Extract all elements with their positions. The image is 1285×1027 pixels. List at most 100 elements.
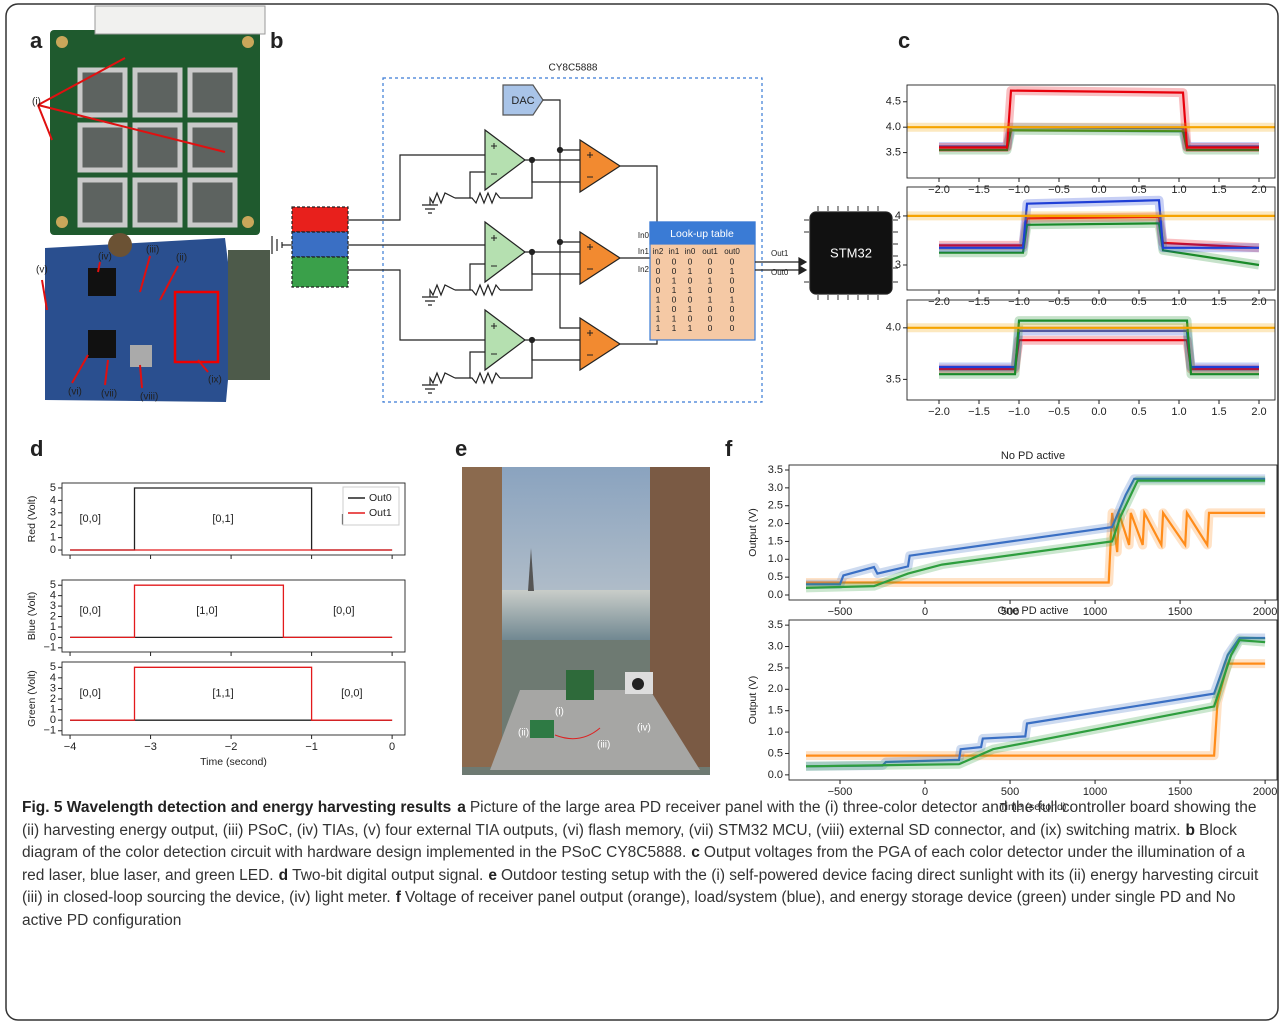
y-tick-label: 2 (50, 693, 56, 705)
y-tick-label: 0 (50, 631, 56, 643)
callout: (ix) (208, 375, 222, 386)
caption-label: e (488, 867, 497, 884)
lut-cell: 0 (730, 304, 735, 314)
lut-cell: 0 (708, 313, 713, 323)
lut-cell: 0 (656, 275, 661, 285)
chip-label: CY8C5888 (549, 63, 598, 74)
caption-label: d (279, 867, 288, 884)
lut-cell: 1 (688, 285, 693, 295)
chart: −1012345[0,0][1,0][0,0]Blue (Volt) (26, 579, 405, 656)
noise-band (806, 638, 1265, 766)
lut-cell: 0 (656, 266, 661, 276)
x-tick-label: −2.0 (928, 296, 950, 308)
callout: (v) (36, 265, 48, 276)
series-group (806, 638, 1265, 766)
lut-cell: 1 (672, 285, 677, 295)
y-tick-label: 3 (50, 682, 56, 694)
panel-label: e (455, 436, 467, 461)
annotation: [0,0] (79, 688, 100, 700)
lut-cell: 1 (730, 294, 735, 304)
chart: −50005001000150020000.00.51.01.52.02.53.… (747, 450, 1278, 618)
callout: (iii) (597, 740, 610, 751)
lut-cell: 0 (730, 275, 735, 285)
caption-label: b (1186, 822, 1195, 839)
lut-cell: 0 (688, 313, 693, 323)
y-tick-label: 2 (50, 519, 56, 531)
lut-cell: 0 (730, 285, 735, 295)
x-tick-label: 0.5 (1131, 406, 1146, 418)
callout: (ii) (518, 728, 529, 739)
lut-cell: 1 (688, 266, 693, 276)
caption-label: c (691, 844, 700, 861)
y-tick-label: 4.5 (886, 96, 901, 108)
plot-frame (907, 300, 1275, 400)
lut-cell: 0 (672, 266, 677, 276)
y-tick-label: 4 (50, 494, 56, 506)
x-tick-label: −1.0 (1008, 184, 1030, 196)
lut-cell: 0 (708, 304, 713, 314)
chart: −2.0−1.5−1.0−0.50.00.51.01.52.03.54.0 (886, 300, 1275, 418)
y-tick-label: −1 (43, 725, 56, 737)
lut-cell: 0 (730, 323, 735, 333)
lut-cell: 0 (730, 256, 735, 266)
lut-cell: 0 (688, 256, 693, 266)
y-tick-label: 5 (50, 661, 56, 673)
y-axis-label: Green (Volt) (26, 670, 38, 727)
y-tick-label: 2.5 (768, 662, 783, 674)
chart-title: No PD active (1001, 450, 1065, 462)
y-tick-label: 2.5 (768, 500, 783, 512)
lut-cell: 1 (672, 323, 677, 333)
x-tick-label: −1.0 (1008, 406, 1030, 418)
y-axis-label: Output (V) (747, 676, 759, 724)
caption-title: Fig. 5 Wavelength detection and energy h… (22, 799, 451, 816)
photo-a (38, 6, 270, 402)
x-tick-label: 0.5 (1131, 184, 1146, 196)
chart: −2.0−1.5−1.0−0.50.00.51.01.52.034 (895, 187, 1275, 308)
x-tick-label: 0 (922, 606, 928, 618)
y-tick-label: 4.0 (886, 322, 901, 334)
y-axis-label: Blue (Volt) (26, 592, 38, 640)
y-tick-label: 0 (50, 714, 56, 726)
y-tick-label: −1 (43, 642, 56, 654)
series-line (939, 91, 1259, 148)
lut-cell: 0 (708, 256, 713, 266)
y-tick-label: 3.5 (768, 464, 783, 476)
panel-label: c (898, 28, 910, 53)
panel-label: f (725, 436, 733, 461)
callout: (vi) (68, 387, 82, 398)
callout: (vii) (101, 389, 117, 400)
lut-cell: 1 (708, 294, 713, 304)
y-tick-label: 2 (50, 610, 56, 622)
output-label: Out1 (771, 249, 789, 258)
lut-cell: 0 (688, 275, 693, 285)
lut-cell: 0 (708, 323, 713, 333)
y-axis-label: Red (Volt) (26, 496, 38, 543)
panel-label: b (270, 28, 283, 53)
panel-label: d (30, 436, 43, 461)
lut-cell: 1 (656, 313, 661, 323)
panel-label: a (30, 28, 43, 53)
y-tick-label: 3 (50, 600, 56, 612)
lut-cell: 0 (708, 266, 713, 276)
y-tick-label: 3.0 (768, 640, 783, 652)
lut-cell: 0 (708, 285, 713, 295)
x-tick-label: 1.0 (1171, 184, 1186, 196)
y-axis-label: Output (V) (747, 508, 759, 556)
y-tick-label: 1 (50, 704, 56, 716)
y-tick-label: 0.5 (768, 747, 783, 759)
callout: (i) (32, 97, 41, 108)
dac-label: DAC (511, 95, 534, 107)
y-tick-label: 5 (50, 482, 56, 494)
x-tick-label: −3 (144, 741, 157, 753)
lut-cell: 1 (656, 294, 661, 304)
lut-title: Look-up table (670, 228, 734, 240)
x-tick-label: −0.5 (1048, 184, 1070, 196)
y-tick-label: 1.5 (768, 535, 783, 547)
y-tick-label: 0 (50, 544, 56, 556)
x-tick-label: 2.0 (1251, 184, 1266, 196)
lut-cell: 1 (688, 304, 693, 314)
legend-label: Out0 (369, 492, 392, 504)
y-tick-label: 0.5 (768, 571, 783, 583)
lut-cell: 1 (708, 275, 713, 285)
